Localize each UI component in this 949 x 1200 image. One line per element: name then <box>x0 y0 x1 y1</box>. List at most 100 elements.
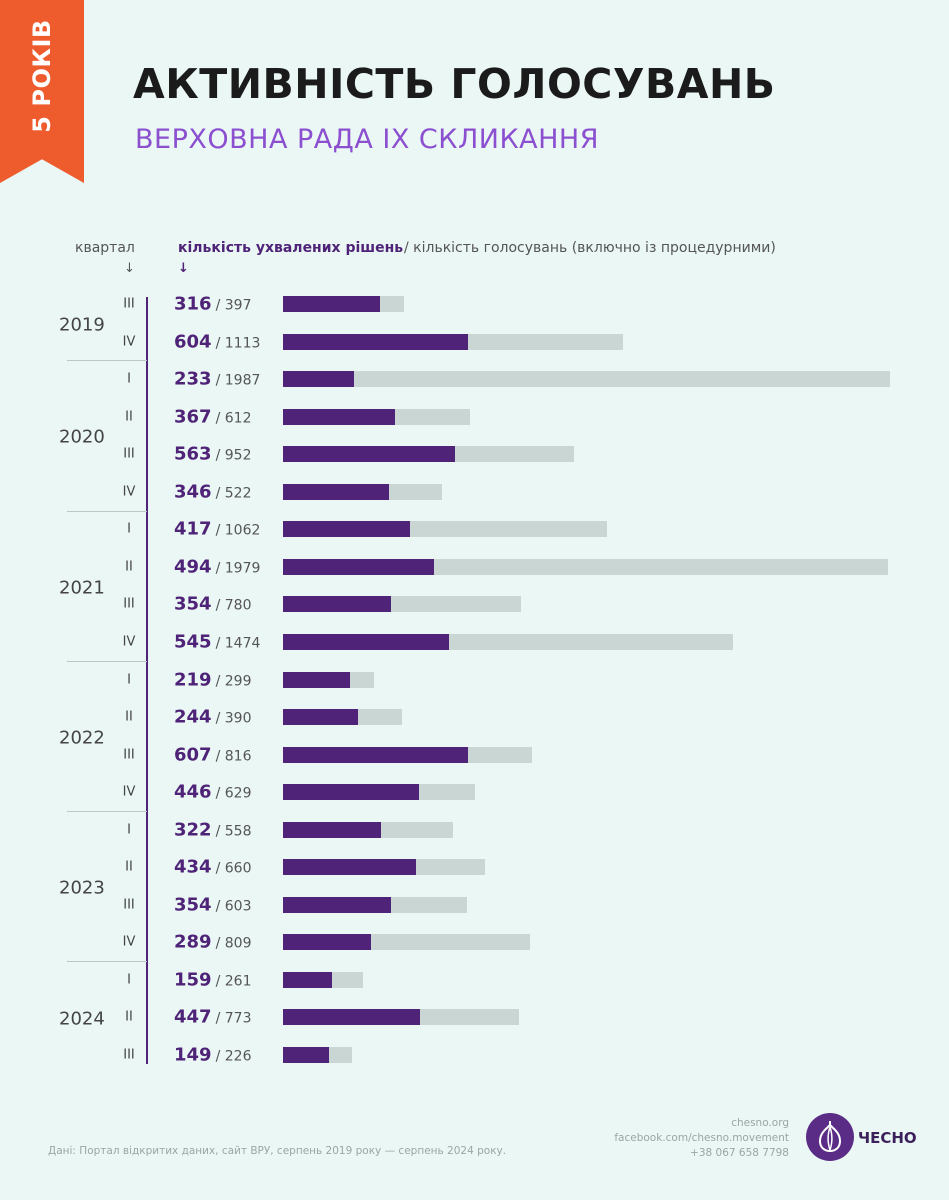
total-value: 1113 <box>224 335 261 352</box>
quarter-label: I <box>127 672 131 687</box>
year-separator <box>67 510 147 512</box>
approved-decisions-bar <box>283 971 332 988</box>
year-label: 2020 <box>59 426 105 448</box>
approved-value: 159 <box>174 969 212 991</box>
year-separator <box>67 961 147 963</box>
value-label: 159/ 261 <box>174 969 251 990</box>
page-title: АКТИВНІСТЬ ГОЛОСУВАНЬ <box>133 60 776 108</box>
total-value: 952 <box>224 447 252 464</box>
value-separator: / <box>215 597 225 614</box>
value-label: 219/ 299 <box>174 669 251 690</box>
approved-value: 322 <box>174 819 212 841</box>
total-votes-bar <box>283 296 405 312</box>
approved-decisions-bar <box>283 408 396 425</box>
year-label: 2019 <box>59 314 105 336</box>
value-separator: / <box>215 898 225 915</box>
total-votes-bar <box>283 446 574 463</box>
approved-value: 346 <box>174 481 212 503</box>
year-label: 2021 <box>59 577 105 599</box>
value-separator: / <box>215 823 225 840</box>
value-label: 233/ 1987 <box>174 369 260 390</box>
total-column-header: / кількість голосувань (включно із проце… <box>404 240 776 256</box>
approved-decisions-bar <box>283 934 372 951</box>
total-votes-bar <box>283 333 624 350</box>
total-votes-bar <box>283 483 443 500</box>
value-separator: / <box>215 372 225 389</box>
quarter-label: I <box>127 822 131 838</box>
approved-value: 607 <box>174 744 212 766</box>
approved-value: 563 <box>174 443 212 465</box>
year-label: 2024 <box>59 1008 105 1030</box>
value-label: 563/ 952 <box>174 444 251 465</box>
approved-decisions-bar <box>283 1047 329 1063</box>
year-label: 2022 <box>59 727 105 749</box>
approved-decisions-bar <box>283 709 358 726</box>
year-separator <box>67 660 147 662</box>
approved-decisions-bar <box>283 483 389 500</box>
year-separator <box>67 810 147 812</box>
quarter-label: III <box>123 897 135 913</box>
value-separator: / <box>215 410 225 427</box>
total-value: 809 <box>224 935 252 952</box>
value-label: 417/ 1062 <box>174 519 260 540</box>
axis-line <box>146 297 148 1064</box>
total-votes-bar <box>283 971 363 988</box>
quarter-label: I <box>127 371 131 387</box>
approved-value: 219 <box>174 669 212 690</box>
approved-value: 446 <box>174 781 212 803</box>
approved-decisions-bar <box>283 896 392 913</box>
total-value: 816 <box>224 748 252 765</box>
total-votes-bar <box>283 371 891 388</box>
approved-decisions-bar <box>283 446 455 463</box>
quarter-label: I <box>127 972 131 988</box>
value-separator: / <box>215 785 225 802</box>
total-value: 1979 <box>224 560 261 577</box>
value-separator: / <box>215 297 225 314</box>
phone-number: +38 067 658 7798 <box>690 1147 789 1159</box>
quarter-label: III <box>123 296 135 312</box>
total-value: 299 <box>224 673 252 689</box>
value-separator: / <box>215 522 225 539</box>
value-label: 322/ 558 <box>174 819 251 840</box>
approved-decisions-bar <box>283 784 420 801</box>
approved-value: 434 <box>174 856 212 878</box>
approved-value: 354 <box>174 894 212 916</box>
value-separator: / <box>215 973 225 990</box>
value-separator: / <box>215 1048 225 1065</box>
value-label: 354/ 780 <box>174 594 251 615</box>
value-separator: / <box>215 560 225 577</box>
quarter-label: II <box>125 859 133 875</box>
value-label: 316/ 397 <box>174 294 251 315</box>
total-value: 1987 <box>224 372 261 389</box>
total-value: 603 <box>224 898 252 915</box>
approved-decisions-bar <box>283 596 392 613</box>
approved-value: 149 <box>174 1044 212 1066</box>
approved-value: 367 <box>174 406 212 428</box>
website-link[interactable]: chesno.org <box>731 1117 789 1129</box>
approved-value: 604 <box>174 331 212 353</box>
total-value: 397 <box>224 297 252 314</box>
total-votes-bar <box>283 821 454 838</box>
total-votes-bar <box>283 859 485 876</box>
value-separator: / <box>215 710 225 727</box>
approved-decisions-bar <box>283 671 350 688</box>
contacts: chesno.org facebook.com/chesno.movement … <box>614 1116 789 1161</box>
quarter-label: IV <box>122 334 136 350</box>
total-votes-bar <box>283 671 375 688</box>
year-separator <box>67 360 147 362</box>
approved-decisions-bar <box>283 859 416 876</box>
value-label: 289/ 809 <box>174 932 251 953</box>
value-label: 149/ 226 <box>174 1045 251 1066</box>
total-value: 558 <box>224 823 252 840</box>
total-value: 261 <box>224 973 252 990</box>
total-votes-bar <box>283 633 734 650</box>
value-separator: / <box>215 635 225 652</box>
total-votes-bar <box>283 896 468 913</box>
total-votes-bar <box>283 746 533 763</box>
total-value: 1474 <box>224 635 261 652</box>
quarter-label: III <box>123 1047 135 1063</box>
value-label: 346/ 522 <box>174 481 251 502</box>
quarter-label: I <box>127 521 131 537</box>
value-separator: / <box>215 673 225 689</box>
facebook-link[interactable]: facebook.com/chesno.movement <box>614 1132 789 1144</box>
